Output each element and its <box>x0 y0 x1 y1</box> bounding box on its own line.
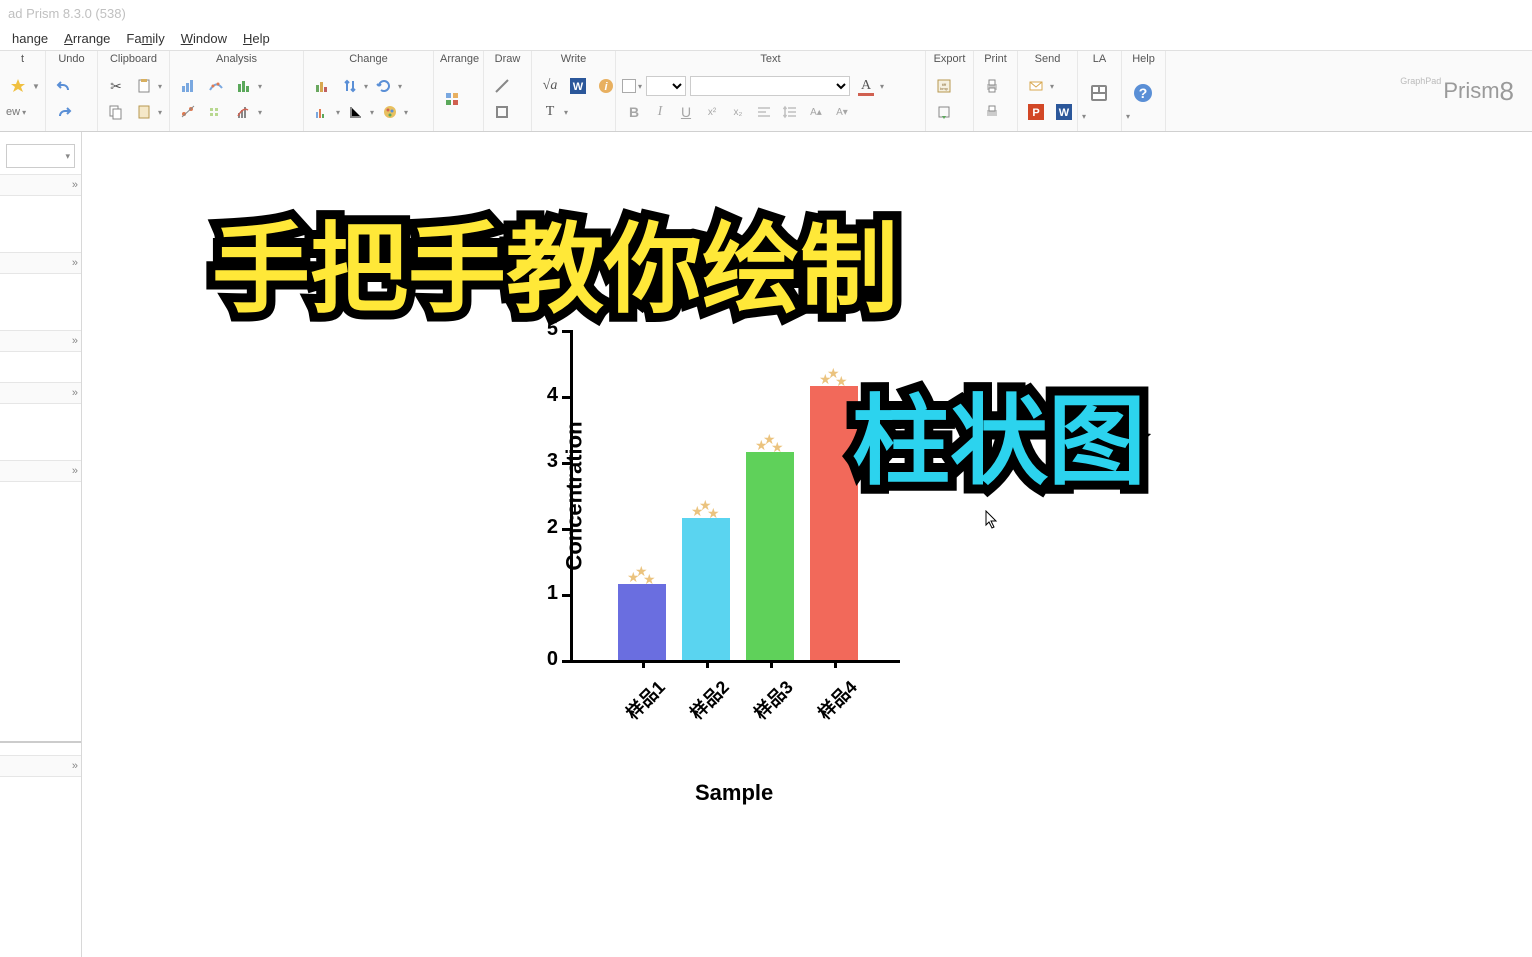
graph-canvas[interactable]: 012345样品1★★★样品2★★★样品3★★★样品4★★★Concentrat… <box>82 132 1532 957</box>
paste-button[interactable] <box>132 74 156 98</box>
draw-shape-button[interactable] <box>490 100 514 124</box>
app-title: ad Prism 8.3.0 (538) <box>8 6 126 21</box>
layout-button[interactable] <box>1084 78 1114 108</box>
overlay-headline-2: 柱状图柱状图 <box>852 362 1146 504</box>
bar-chart: 012345样品1★★★样品2★★★样品3★★★样品4★★★Concentrat… <box>500 330 910 780</box>
rotate-button[interactable] <box>372 74 396 98</box>
svg-text:P: P <box>1032 107 1039 119</box>
group-analysis-label: Analysis <box>176 53 297 67</box>
font-color-button[interactable]: A <box>854 74 878 98</box>
line-spacing-button[interactable] <box>778 100 802 124</box>
sidebar-section-3[interactable]: » <box>0 330 81 352</box>
group-help-label: Help <box>1128 53 1159 67</box>
sidebar-section-1[interactable]: » <box>0 174 81 196</box>
graph-type-button[interactable] <box>310 74 334 98</box>
group-arrange-label: Arrange <box>440 53 477 67</box>
fit-button[interactable] <box>204 74 228 98</box>
bar-2 <box>682 518 730 660</box>
group-text-label: Text <box>622 53 919 67</box>
mouse-cursor-icon <box>985 510 999 530</box>
menu-change[interactable]: hange <box>4 29 56 48</box>
menu-bar: hange Arrange Family Window Help <box>0 26 1532 50</box>
ribbon-toolbar: t ▼ ew ▾ Undo Clipboard <box>0 50 1532 132</box>
clipboard-button[interactable] <box>132 100 156 124</box>
group-draw-label: Draw <box>490 53 525 67</box>
word-button[interactable]: W <box>566 74 590 98</box>
color-scheme-button[interactable] <box>378 100 402 124</box>
menu-family[interactable]: Family <box>118 29 172 48</box>
menu-help[interactable]: Help <box>235 29 278 48</box>
print-button[interactable] <box>980 74 1004 98</box>
send-word-button[interactable]: W <box>1052 100 1076 124</box>
bar-1 <box>618 584 666 660</box>
font-size-select[interactable] <box>646 76 686 96</box>
email-button[interactable] <box>1024 74 1048 98</box>
group-print-label: Print <box>980 53 1011 67</box>
sidebar-section-2[interactable]: » <box>0 252 81 274</box>
export-tiff-button[interactable]: tiffbmp <box>932 74 956 98</box>
text-tool-button[interactable]: T <box>538 100 562 124</box>
format-button[interactable] <box>310 100 334 124</box>
help-button[interactable]: ? <box>1128 78 1158 108</box>
sidebar-section-5[interactable]: » <box>0 460 81 482</box>
sidebar-section-6[interactable]: » <box>0 755 81 777</box>
transform-button[interactable] <box>232 100 256 124</box>
interpolate-button[interactable] <box>176 100 200 124</box>
draw-line-button[interactable] <box>490 74 514 98</box>
navigator-sidebar: ▾ » » » » » » <box>0 132 82 957</box>
bold-button[interactable]: B <box>622 100 646 124</box>
sup-button[interactable]: x² <box>700 100 724 124</box>
export-options-button[interactable] <box>932 100 956 124</box>
print-preview-button[interactable] <box>980 100 1004 124</box>
sidebar-selector[interactable]: ▾ <box>6 144 75 168</box>
underline-button[interactable]: U <box>674 100 698 124</box>
fill-color-swatch[interactable] <box>622 79 636 93</box>
copy-button[interactable] <box>104 100 128 124</box>
cut-button[interactable]: ✂ <box>104 74 128 98</box>
sqrt-button[interactable]: √a <box>538 74 562 98</box>
reverse-button[interactable] <box>338 74 362 98</box>
title-bar: ad Prism 8.3.0 (538) <box>0 0 1532 26</box>
normalize-button[interactable] <box>204 100 228 124</box>
bar-3 <box>746 452 794 660</box>
group-write-label: Write <box>538 53 609 67</box>
sub-button[interactable]: x₂ <box>726 100 750 124</box>
group-change-label: Change <box>310 53 427 67</box>
pin-icon[interactable] <box>6 74 30 98</box>
svg-text:bmp: bmp <box>940 86 949 91</box>
axes-button[interactable] <box>344 100 368 124</box>
new-sheet-button[interactable]: ew <box>6 100 20 124</box>
main-area: ▾ » » » » » » 012345样品1★★★样品2★★★样品3★★★样品… <box>0 132 1532 957</box>
decrease-font-button[interactable]: A▾ <box>830 100 854 124</box>
font-family-select[interactable] <box>690 76 850 96</box>
group-clipboard-label: Clipboard <box>104 53 163 67</box>
arrange-button[interactable] <box>440 87 464 111</box>
group-la-label: LA <box>1084 53 1115 67</box>
prism-logo: GraphPad Prism8 <box>1400 51 1532 131</box>
overlay-headline-1: 手把手教你绘制手把手教你绘制 <box>212 190 898 332</box>
svg-text:W: W <box>1059 107 1070 119</box>
svg-text:W: W <box>573 81 584 93</box>
info-button[interactable]: i <box>594 74 618 98</box>
redo-button[interactable] <box>52 100 76 124</box>
undo-button[interactable] <box>52 74 76 98</box>
menu-window[interactable]: Window <box>173 29 235 48</box>
send-ppt-button[interactable]: P <box>1024 100 1048 124</box>
group-sheet-label: t <box>6 53 39 67</box>
stats-button[interactable] <box>232 74 256 98</box>
group-send-label: Send <box>1024 53 1071 67</box>
group-undo-label: Undo <box>52 53 91 67</box>
analyze-button[interactable] <box>176 74 200 98</box>
menu-arrange[interactable]: Arrange <box>56 29 118 48</box>
align-left-button[interactable] <box>752 100 776 124</box>
italic-button[interactable]: I <box>648 100 672 124</box>
svg-text:?: ? <box>1139 85 1148 101</box>
increase-font-button[interactable]: A▴ <box>804 100 828 124</box>
bar-4 <box>810 386 858 660</box>
sidebar-section-4[interactable]: » <box>0 382 81 404</box>
group-export-label: Export <box>932 53 967 67</box>
